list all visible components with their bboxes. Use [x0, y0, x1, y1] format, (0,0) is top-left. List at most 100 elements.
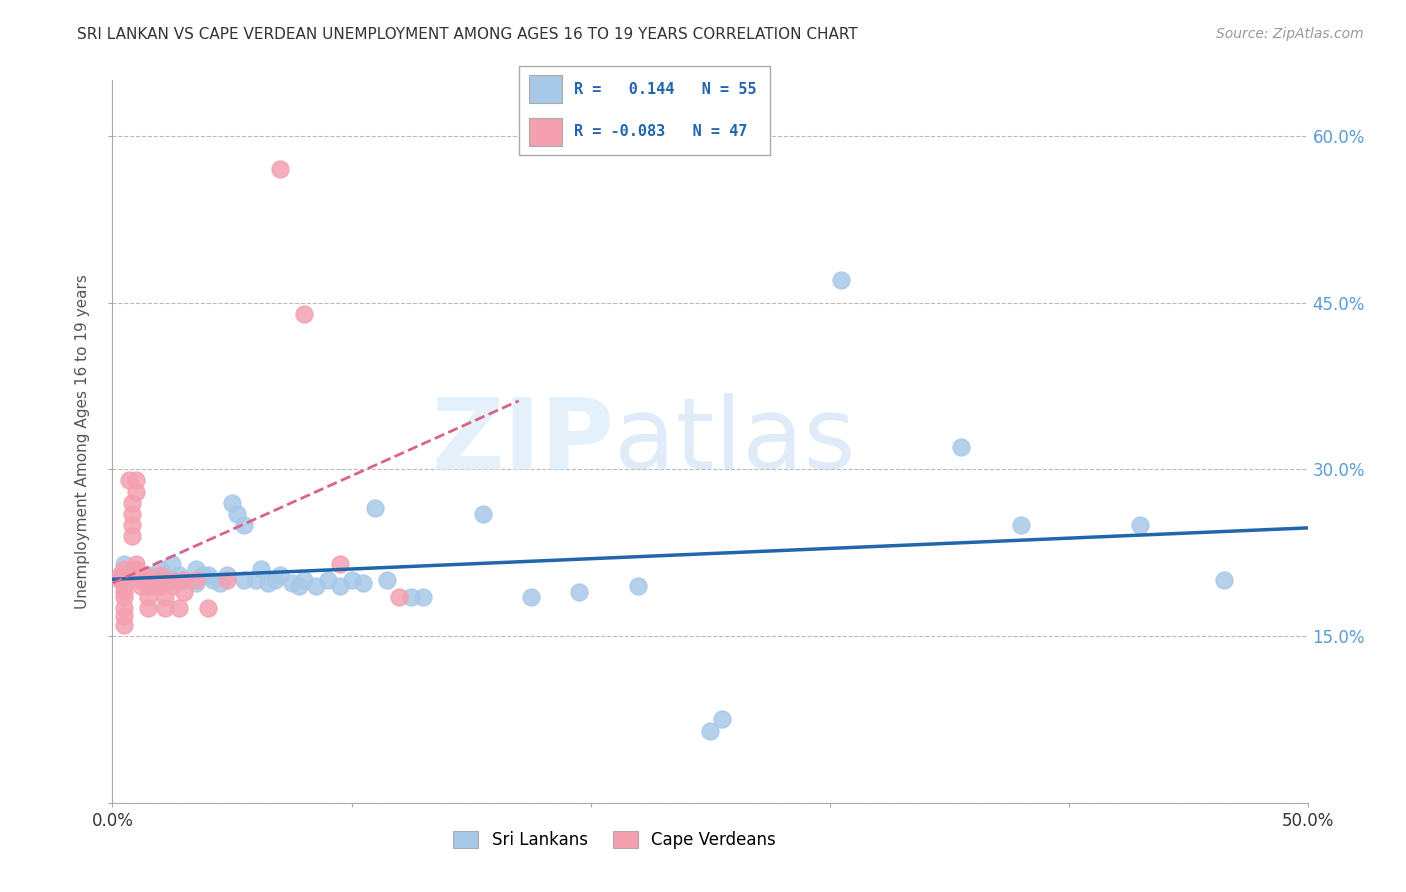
- Point: [249, 562, 271, 576]
- Text: SRI LANKAN VS CAPE VERDEAN UNEMPLOYMENT AMONG AGES 16 TO 19 YEARS CORRELATION CH: SRI LANKAN VS CAPE VERDEAN UNEMPLOYMENT …: [77, 27, 858, 42]
- Point: [340, 574, 363, 588]
- Point: [162, 579, 183, 593]
- Point: [401, 590, 423, 604]
- Point: [132, 568, 155, 582]
- Text: atlas: atlas: [614, 393, 856, 490]
- Point: [221, 496, 243, 510]
- Point: [627, 579, 650, 593]
- Point: [281, 575, 304, 590]
- Y-axis label: Unemployment Among Ages 16 to 19 years: Unemployment Among Ages 16 to 19 years: [75, 274, 90, 609]
- Point: [225, 507, 247, 521]
- Point: [377, 574, 399, 588]
- Point: [269, 568, 291, 582]
- Point: [114, 584, 135, 599]
- Point: [316, 574, 339, 588]
- Point: [305, 579, 328, 593]
- Point: [138, 568, 160, 582]
- Text: R = -0.083   N = 47: R = -0.083 N = 47: [574, 124, 748, 139]
- Point: [173, 574, 195, 588]
- Point: [233, 574, 256, 588]
- Point: [388, 590, 411, 604]
- Point: [711, 713, 734, 727]
- Point: [217, 568, 239, 582]
- FancyBboxPatch shape: [529, 75, 561, 103]
- Point: [121, 507, 143, 521]
- Point: [1129, 517, 1152, 532]
- Point: [125, 568, 148, 582]
- Point: [217, 574, 239, 588]
- Point: [329, 579, 352, 593]
- Point: [121, 517, 143, 532]
- Point: [114, 574, 135, 588]
- Point: [269, 162, 291, 177]
- Point: [114, 574, 135, 588]
- Point: [201, 574, 224, 588]
- Point: [114, 579, 135, 593]
- Point: [245, 574, 267, 588]
- Point: [114, 609, 135, 624]
- Point: [412, 590, 434, 604]
- Point: [149, 574, 172, 588]
- Point: [149, 562, 172, 576]
- Point: [129, 574, 152, 588]
- Point: [114, 575, 135, 590]
- Point: [153, 590, 176, 604]
- Point: [1010, 517, 1032, 532]
- Text: ZIP: ZIP: [432, 393, 614, 490]
- Point: [149, 568, 172, 582]
- Point: [121, 496, 143, 510]
- Text: Source: ZipAtlas.com: Source: ZipAtlas.com: [1216, 27, 1364, 41]
- Point: [129, 574, 152, 588]
- Point: [520, 590, 543, 604]
- Point: [568, 584, 591, 599]
- Point: [352, 575, 374, 590]
- Point: [145, 571, 167, 585]
- Point: [186, 575, 208, 590]
- Point: [186, 562, 208, 576]
- Point: [288, 579, 311, 593]
- Point: [118, 474, 141, 488]
- Point: [831, 273, 853, 287]
- Point: [138, 579, 160, 593]
- Point: [186, 574, 208, 588]
- Point: [145, 579, 167, 593]
- FancyBboxPatch shape: [519, 66, 769, 155]
- Point: [108, 574, 131, 588]
- Point: [699, 723, 721, 738]
- Point: [129, 579, 152, 593]
- Point: [125, 484, 148, 499]
- Point: [173, 574, 195, 588]
- Point: [264, 574, 287, 588]
- Point: [138, 601, 160, 615]
- Point: [1213, 574, 1236, 588]
- Point: [197, 601, 219, 615]
- FancyBboxPatch shape: [529, 118, 561, 146]
- Point: [472, 507, 495, 521]
- Point: [125, 562, 148, 576]
- Point: [125, 474, 148, 488]
- Point: [162, 557, 183, 571]
- Point: [153, 568, 176, 582]
- Point: [114, 568, 135, 582]
- Point: [162, 574, 183, 588]
- Point: [114, 601, 135, 615]
- Point: [108, 568, 131, 582]
- Point: [138, 590, 160, 604]
- Point: [114, 590, 135, 604]
- Legend: Sri Lankans, Cape Verdeans: Sri Lankans, Cape Verdeans: [447, 824, 782, 856]
- Point: [114, 557, 135, 571]
- Point: [364, 501, 387, 516]
- Point: [329, 557, 352, 571]
- Point: [292, 307, 315, 321]
- Point: [138, 574, 160, 588]
- Point: [233, 517, 256, 532]
- Point: [114, 618, 135, 632]
- Point: [197, 568, 219, 582]
- Point: [209, 575, 232, 590]
- Point: [257, 575, 280, 590]
- Point: [169, 601, 191, 615]
- Point: [173, 584, 195, 599]
- Point: [153, 601, 176, 615]
- Point: [125, 557, 148, 571]
- Point: [121, 529, 143, 543]
